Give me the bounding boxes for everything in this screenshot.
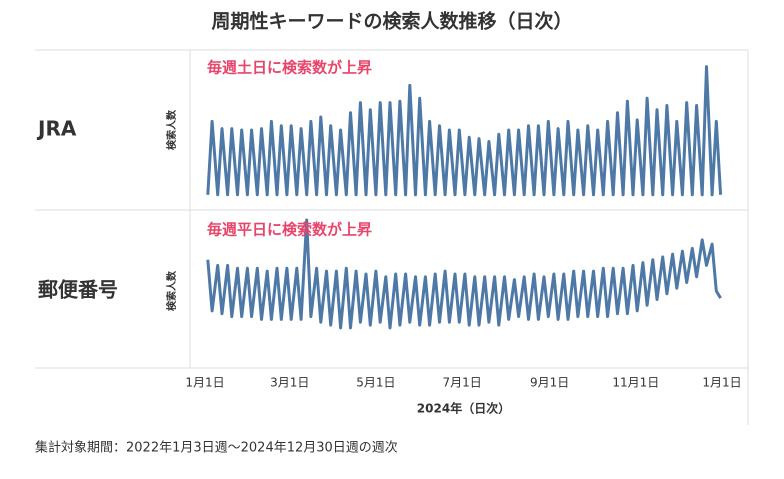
annotation: 毎週平日に検索数が上昇 bbox=[207, 221, 372, 239]
page-title: 周期性キーワードの検索人数推移（日次） bbox=[211, 10, 572, 33]
x-tick-label: 5月1日 bbox=[356, 376, 395, 390]
y-axis-label: 検索人数 bbox=[165, 109, 178, 150]
row-label: 郵便番号 bbox=[38, 278, 118, 302]
x-tick-label: 7月1日 bbox=[442, 376, 481, 390]
row-label: JRA bbox=[36, 117, 77, 141]
series-line bbox=[206, 65, 723, 197]
y-axis-label: 検索人数 bbox=[165, 270, 178, 311]
x-tick-label: 9月1日 bbox=[530, 376, 569, 390]
x-tick-label: 11月1日 bbox=[612, 376, 659, 390]
x-axis-label: 2024年（日次） bbox=[417, 401, 510, 416]
footnote: 集計対象期間：2022年1月3日週～2024年12月30日週の週次 bbox=[35, 440, 398, 456]
series-line bbox=[206, 218, 722, 330]
annotation: 毎週土日に検索数が上昇 bbox=[207, 59, 372, 77]
x-tick-label: 1月1日 bbox=[702, 376, 741, 390]
x-tick-label: 3月1日 bbox=[270, 376, 309, 390]
x-tick-label: 1月1日 bbox=[185, 376, 224, 390]
